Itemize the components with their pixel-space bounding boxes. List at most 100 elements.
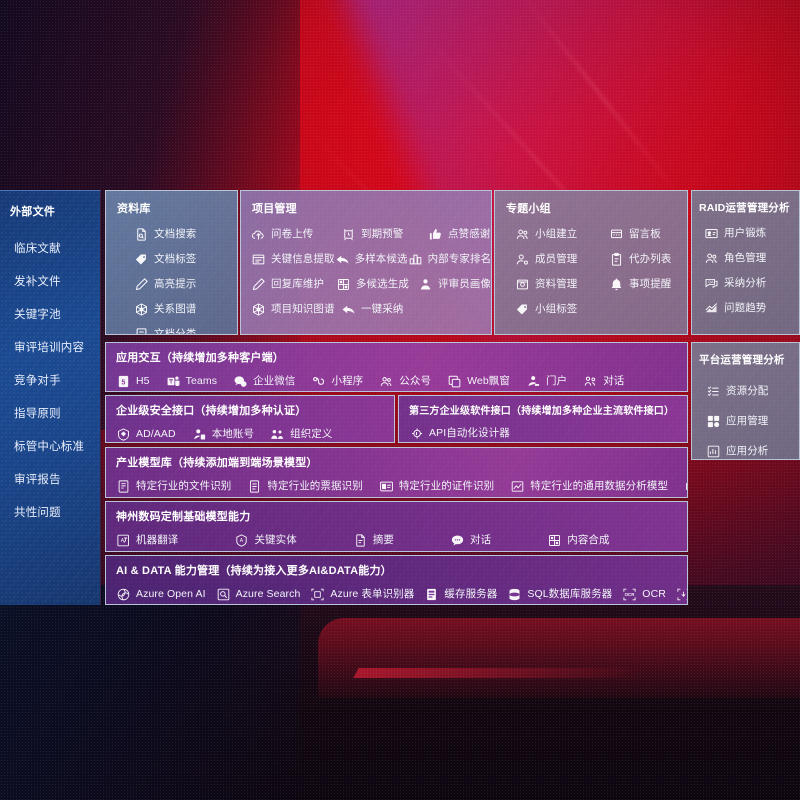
- project-item-multi-candidate[interactable]: 多候选生成: [336, 272, 418, 297]
- raid-item-user-drill[interactable]: 用户锻炼: [704, 221, 799, 246]
- content-merge-icon: [547, 533, 562, 548]
- people-group-icon: [515, 227, 530, 242]
- raid-item-label: 问题趋势: [724, 302, 767, 315]
- table-row: 成员管理 代办列表: [515, 247, 687, 272]
- client-item-wechat-work[interactable]: 企业微信: [233, 369, 295, 391]
- strip-industry-models: 产业模型库（持续添加端到端场景模型） 特定行业的文件识别 特定行业的票据识别 特…: [105, 447, 688, 498]
- platform-item-app-management[interactable]: 应用管理: [706, 406, 799, 436]
- group-item-material-management[interactable]: 资料管理: [515, 272, 609, 297]
- industry-item-receipt-recognition[interactable]: 特定行业的票据识别: [247, 474, 363, 497]
- wechat-work-icon: [233, 374, 248, 389]
- aidata-item-form-recognizer[interactable]: Azure 表单识别器: [310, 582, 415, 604]
- portal-user-icon: [526, 374, 541, 389]
- library-item-document-search[interactable]: 文档搜索: [134, 222, 237, 247]
- openai-swirl-icon: [116, 587, 131, 602]
- project-item-label: 多样本候选: [354, 253, 408, 266]
- strip-client-items: 5 H5 Teams 企业微信 小程序 公众号: [106, 365, 687, 391]
- group-item-create-group[interactable]: 小组建立: [515, 222, 609, 247]
- group-item-group-tag[interactable]: 小组标签: [515, 297, 609, 322]
- table-row: 回复库维护 多候选生成 评审员画像: [251, 272, 491, 297]
- group-item-message-board[interactable]: 留言板: [609, 222, 661, 247]
- project-item-reviewer-profile[interactable]: 评审员画像: [418, 272, 491, 297]
- aidata-item-speech-understanding[interactable]: 语音理解: [676, 582, 687, 604]
- sidebar-item-common-issues[interactable]: 共性问题: [14, 507, 61, 519]
- security-item-org-define[interactable]: 组织定义: [270, 422, 332, 442]
- table-row: 资料管理 事项提醒: [515, 272, 687, 297]
- sidebar-item-standards-center[interactable]: 标管中心标准: [14, 441, 85, 453]
- reply-arrow-icon: [335, 252, 350, 267]
- platform-item-resource-allocation[interactable]: 资源分配: [706, 376, 799, 406]
- project-item-key-info-extract[interactable]: 关键信息提取: [251, 247, 335, 272]
- sidebar-item-competitors[interactable]: 竞争对手: [14, 375, 61, 387]
- raid-item-role-management[interactable]: 角色管理: [704, 246, 799, 271]
- security-item-ad-aad[interactable]: AD/AAD: [116, 422, 176, 442]
- security-item-local-account[interactable]: 本地账号: [192, 422, 254, 442]
- qa-chat-icon: QA: [704, 276, 719, 291]
- client-item-dialog[interactable]: 对话: [583, 369, 624, 391]
- sidebar-dot-texture: [0, 191, 100, 605]
- graph-network-icon: [684, 479, 687, 494]
- library-item-label: 高亮提示: [154, 278, 197, 291]
- industry-item-id-recognition[interactable]: 特定行业的证件识别: [379, 474, 494, 497]
- form-recognizer-icon: [310, 587, 325, 602]
- sql-database-icon: [507, 587, 522, 602]
- dcits-item-machine-translation[interactable]: A 机器翻译: [116, 528, 178, 551]
- aidata-item-azure-open-ai[interactable]: Azure Open AI: [116, 582, 206, 604]
- archive-box-icon: [515, 277, 530, 292]
- group-item-todo-list[interactable]: 代办列表: [609, 247, 671, 272]
- aidata-item-cache-server[interactable]: 缓存服务器: [424, 582, 497, 604]
- panel-platform-items: 资源分配 应用管理 应用分析: [692, 367, 799, 459]
- library-item-knowledge-graph[interactable]: 关系图谱: [134, 297, 237, 322]
- raid-item-adoption-analysis[interactable]: QA 采纳分析: [704, 271, 799, 296]
- platform-item-label: 应用管理: [726, 414, 769, 427]
- message-board-icon: [609, 227, 624, 242]
- client-item-teams[interactable]: Teams: [166, 369, 217, 391]
- sidebar-item-supplement-files[interactable]: 发补文件: [14, 276, 61, 288]
- raid-item-issue-trend[interactable]: 问题趋势: [704, 296, 799, 321]
- group-item-label: 成员管理: [535, 253, 578, 266]
- industry-item-data-analysis-model[interactable]: 特定行业的通用数据分析模型: [510, 474, 668, 497]
- project-item-multi-sample[interactable]: 多样本候选: [335, 247, 408, 272]
- project-item-project-graph[interactable]: 项目知识图谱: [251, 297, 341, 322]
- id-card-icon: [379, 479, 394, 494]
- sidebar-item-guidelines[interactable]: 指导原则: [14, 408, 61, 420]
- client-item-web-popup[interactable]: Web飘窗: [447, 369, 510, 391]
- sidebar-item-clinical-literature[interactable]: 临床文献: [14, 243, 61, 255]
- dcits-item-dialog[interactable]: 对话: [450, 528, 491, 551]
- dcits-item-summary[interactable]: 摘要: [353, 528, 394, 551]
- library-item-document-category[interactable]: 文档分类: [134, 322, 237, 334]
- project-item-expert-ranking[interactable]: 内部专家排名: [408, 247, 491, 272]
- group-item-reminder[interactable]: 事项提醒: [609, 272, 671, 297]
- industry-item-file-recognition[interactable]: 特定行业的文件识别: [116, 474, 231, 497]
- client-item-label: Web飘窗: [467, 375, 510, 388]
- sidebar-item-review-training[interactable]: 审评培训内容: [14, 342, 85, 354]
- table-row: 小组建立 留言板: [515, 222, 687, 247]
- aidata-item-ocr[interactable]: OCR OCR: [622, 582, 666, 604]
- project-item-questionnaire-upload[interactable]: 问卷上传: [251, 222, 341, 247]
- client-item-miniprogram[interactable]: 小程序: [311, 369, 363, 391]
- aidata-item-azure-search[interactable]: Azure Search: [216, 582, 301, 604]
- aidata-item-label: Azure 表单识别器: [330, 588, 415, 601]
- client-item-portal[interactable]: 门户: [526, 369, 567, 391]
- sidebar-item-keyword-pool[interactable]: 关键字池: [14, 309, 61, 321]
- project-item-thanks[interactable]: 点赞感谢: [428, 222, 490, 247]
- client-item-official-account[interactable]: 公众号: [379, 369, 431, 391]
- dcits-item-key-entity[interactable]: A 关键实体: [234, 528, 297, 551]
- library-item-highlight[interactable]: 高亮提示: [134, 272, 237, 297]
- api-gear-icon: [409, 426, 424, 441]
- group-item-member-management[interactable]: 成员管理: [515, 247, 609, 272]
- sidebar-item-review-report[interactable]: 审评报告: [14, 474, 61, 486]
- project-item-one-click-adopt[interactable]: 一键采纳: [341, 297, 428, 322]
- dialog-people-icon: [583, 374, 598, 389]
- bar-rank-icon: [408, 252, 423, 267]
- industry-item-knowledge-graph-model[interactable]: 特定行业的通用知识图谱模型: [684, 474, 687, 497]
- library-item-document-tag[interactable]: 文档标签: [134, 247, 237, 272]
- client-item-h5[interactable]: 5 H5: [116, 369, 150, 391]
- project-item-reply-library[interactable]: 回复库维护: [251, 272, 336, 297]
- platform-item-app-analysis[interactable]: 应用分析: [706, 436, 799, 459]
- dcits-item-content-synthesis[interactable]: 内容合成: [547, 528, 610, 551]
- aidata-item-sql-database[interactable]: SQL数据库服务器: [507, 582, 612, 604]
- thirdparty-item-api-designer[interactable]: API自动化设计器: [409, 421, 510, 442]
- project-item-expiry-alert[interactable]: 到期预警: [341, 222, 428, 247]
